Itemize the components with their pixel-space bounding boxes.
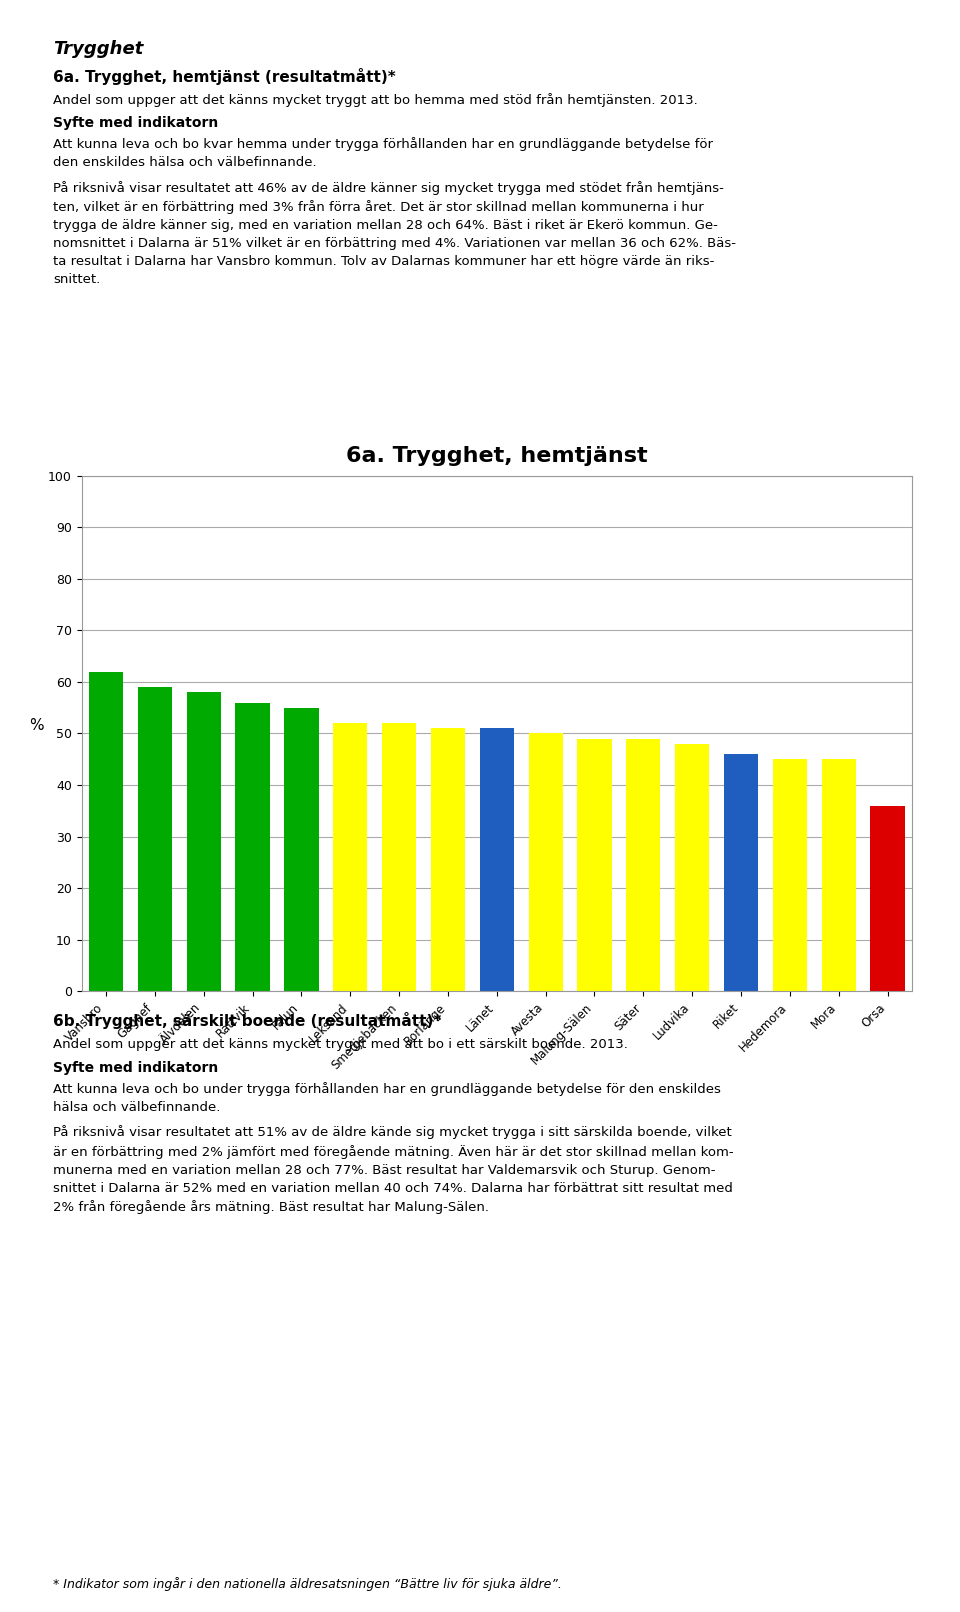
Text: Trygghet: Trygghet	[53, 40, 143, 58]
Bar	[235, 703, 270, 991]
Bar	[284, 708, 319, 991]
Title: 6a. Trygghet, hemtjänst: 6a. Trygghet, hemtjänst	[346, 445, 648, 466]
Bar	[382, 724, 417, 991]
Text: Att kunna leva och bo under trygga förhållanden har en grundläggande betydelse f: Att kunna leva och bo under trygga förhå…	[53, 1082, 721, 1114]
Bar	[333, 724, 368, 991]
Text: Syfte med indikatorn: Syfte med indikatorn	[53, 1061, 218, 1075]
Bar	[431, 729, 465, 991]
Bar	[724, 754, 758, 991]
Text: * Indikator som ingår i den nationella äldresatsningen “Bättre liv för sjuka äld: * Indikator som ingår i den nationella ä…	[53, 1577, 562, 1591]
Text: 6a. Trygghet, hemtjänst (resultatmått)*: 6a. Trygghet, hemtjänst (resultatmått)*	[53, 68, 396, 85]
Y-axis label: %: %	[30, 719, 44, 733]
Text: Andel som uppger att det känns mycket tryggt att bo hemma med stöd från hemtjäns: Andel som uppger att det känns mycket tr…	[53, 93, 698, 108]
Bar	[675, 743, 709, 991]
Bar	[577, 738, 612, 991]
Text: På riksnivå visar resultatet att 51% av de äldre kände sig mycket trygga i sitt : På riksnivå visar resultatet att 51% av …	[53, 1125, 733, 1214]
Text: 6b. Trygghet, särskilt boende (resultatmått)*: 6b. Trygghet, särskilt boende (resultatm…	[53, 1012, 442, 1030]
Bar	[822, 759, 855, 991]
Bar	[529, 733, 563, 991]
Bar	[773, 759, 807, 991]
Bar	[480, 729, 514, 991]
Text: Syfte med indikatorn: Syfte med indikatorn	[53, 116, 218, 131]
Bar	[626, 738, 660, 991]
Text: Att kunna leva och bo kvar hemma under trygga förhållanden har en grundläggande : Att kunna leva och bo kvar hemma under t…	[53, 137, 712, 169]
Text: På riksnivå visar resultatet att 46% av de äldre känner sig mycket trygga med st: På riksnivå visar resultatet att 46% av …	[53, 181, 735, 285]
Bar	[138, 687, 172, 991]
Text: Andel som uppger att det känns mycket tryggt med att bo i ett särskilt boende. 2: Andel som uppger att det känns mycket tr…	[53, 1038, 628, 1051]
Bar	[871, 806, 904, 991]
Bar	[89, 672, 123, 991]
Bar	[186, 692, 221, 991]
